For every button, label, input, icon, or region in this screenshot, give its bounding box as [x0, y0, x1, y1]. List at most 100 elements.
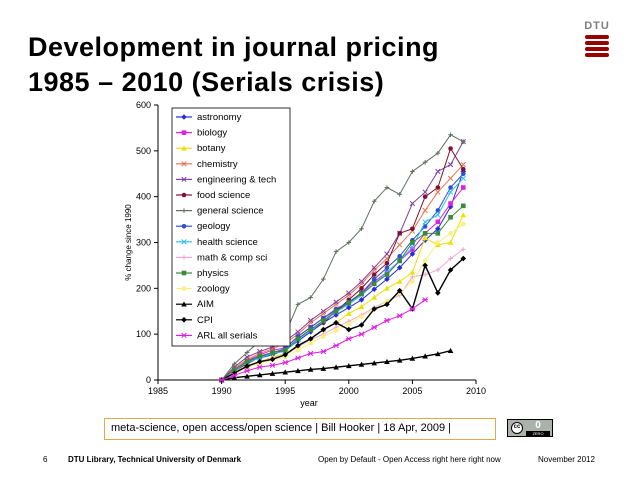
point-cpi — [422, 262, 428, 269]
point-aim — [295, 368, 301, 374]
legend-label-astronomy: astronomy — [197, 112, 242, 123]
source-caption: meta-science, open access/open science |… — [104, 418, 496, 440]
journal-pricing-chart: 0 100 200 300 400 500 600 1985 1990 1995 2000 2005 2… — [124, 100, 486, 408]
legend-marker-cpi — [181, 317, 187, 323]
point-aim — [244, 373, 250, 379]
x-tick-label: 1985 — [148, 386, 168, 396]
point-zoology — [321, 334, 326, 339]
point-botany — [422, 235, 428, 241]
legend-marker-astronomy — [181, 114, 187, 120]
point-physics — [371, 281, 377, 287]
point-food-science — [422, 194, 428, 199]
legend-marker-arl-all-serials — [181, 332, 187, 339]
point-math-comp-sci — [422, 272, 428, 277]
legend-label-food-science: food science — [197, 190, 250, 201]
logo-text: DTU — [584, 20, 610, 32]
point-aim — [320, 365, 327, 371]
point-arl-all-serials — [371, 324, 378, 330]
point-aim — [333, 364, 339, 370]
legend-marker-zoology — [181, 286, 187, 291]
y-tick-label: 200 — [136, 283, 151, 293]
point-botany — [409, 269, 416, 275]
point-physics — [460, 203, 466, 209]
point-aim — [371, 360, 378, 366]
point-astronomy — [333, 312, 339, 318]
logo-bars-icon — [585, 35, 609, 59]
point-arl-all-serials — [269, 362, 276, 368]
point-math-comp-sci — [410, 274, 415, 280]
legend-label-physics: physics — [197, 268, 229, 279]
point-geology — [397, 253, 402, 259]
point-general-science — [448, 132, 453, 138]
point-physics — [257, 353, 263, 359]
point-engineering-tech — [447, 161, 454, 168]
point-food-science — [371, 272, 377, 277]
point-chemistry — [397, 242, 403, 248]
point-food-science — [460, 166, 466, 172]
point-arl-all-serials — [320, 348, 327, 355]
point-health-science — [447, 189, 454, 195]
point-cpi — [333, 319, 339, 326]
point-general-science — [308, 295, 313, 300]
point-biology — [410, 247, 415, 252]
point-cpi — [307, 335, 314, 342]
cc-logo-icon: cc — [511, 422, 523, 434]
legend-marker-aim — [181, 301, 187, 307]
point-physics — [295, 336, 301, 342]
point-cpi — [447, 267, 454, 273]
point-botany — [371, 294, 378, 300]
x-tick-label: 1990 — [212, 386, 232, 396]
point-botany — [358, 303, 365, 309]
point-engineering-tech — [320, 308, 327, 314]
point-aim — [396, 357, 403, 363]
point-chemistry — [447, 175, 454, 181]
point-physics — [397, 258, 402, 264]
legend-marker-geology — [181, 223, 187, 229]
legend-marker-chemistry — [181, 161, 187, 167]
point-engineering-tech — [346, 290, 352, 296]
point-geology — [460, 171, 466, 177]
point-geology — [435, 208, 441, 213]
point-engineering-tech — [409, 200, 416, 207]
point-botany — [396, 278, 403, 284]
legend-marker-biology — [181, 130, 187, 135]
page-number: 6 — [43, 455, 48, 464]
point-cpi — [396, 287, 403, 294]
point-aim — [231, 374, 238, 381]
point-zoology — [346, 321, 352, 327]
point-arl-all-serials — [358, 331, 365, 337]
title-line-2: 1985 – 2010 (Serials crisis) — [28, 67, 385, 97]
point-cpi — [358, 322, 365, 328]
point-engineering-tech — [244, 354, 250, 360]
legend-label-botany: botany — [197, 143, 226, 154]
y-tick-label: 500 — [136, 146, 151, 156]
x-tick-label: 2000 — [339, 386, 359, 396]
point-physics — [346, 300, 352, 306]
x-tick-label: 1995 — [275, 386, 295, 396]
y-axis-label: % change since 1990 — [124, 204, 133, 281]
point-food-science — [410, 226, 415, 232]
point-geology — [422, 224, 428, 229]
dtu-logo: DTU — [582, 20, 612, 60]
point-chemistry — [422, 207, 428, 214]
point-cpi — [384, 301, 390, 308]
point-biology — [435, 219, 441, 225]
point-general-science — [321, 276, 326, 282]
point-aim — [447, 347, 454, 353]
point-zoology — [308, 341, 313, 346]
point-geology — [371, 276, 377, 282]
series-line-chemistry — [221, 164, 464, 381]
point-zoology — [333, 328, 339, 333]
point-health-science — [460, 175, 466, 181]
point-physics — [282, 347, 288, 353]
legend-marker-physics — [181, 270, 187, 276]
point-aim — [384, 358, 390, 364]
point-arl-all-serials — [409, 306, 416, 312]
point-botany — [346, 310, 352, 316]
legend-label-biology: biology — [197, 128, 227, 139]
point-general-science — [410, 169, 415, 174]
slide-title: Development in journal pricing 1985 – 20… — [28, 30, 548, 100]
point-arl-all-serials — [282, 359, 288, 366]
point-astronomy — [358, 296, 365, 303]
point-physics — [321, 318, 326, 323]
